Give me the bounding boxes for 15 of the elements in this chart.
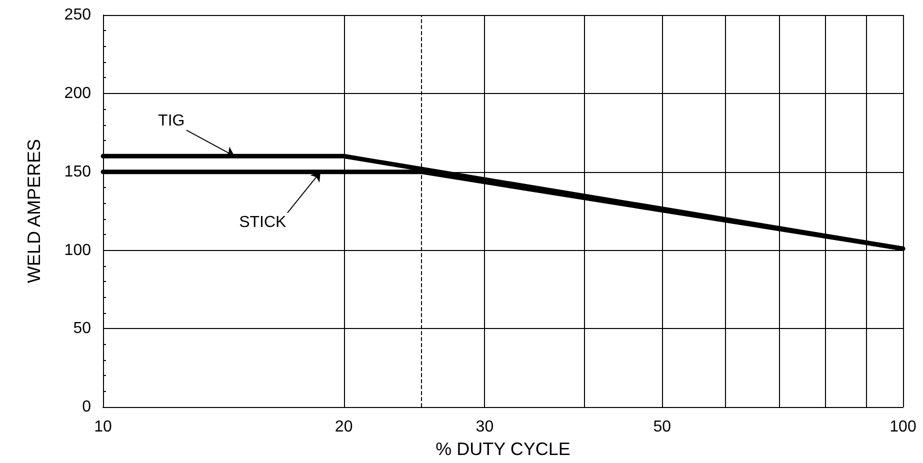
annotation: TIG: [158, 112, 185, 130]
x-axis-title: % DUTY CYCLE: [436, 439, 570, 459]
annotation: STICK: [239, 214, 287, 231]
x-tick-label: 100: [890, 418, 916, 436]
x-tick-label: 50: [653, 418, 672, 436]
x-tick-label: 20: [334, 418, 353, 436]
y-tick-label: 100: [64, 242, 92, 259]
x-tick-label: 10: [94, 418, 112, 436]
y-axis-title: WELD AMPERES: [24, 139, 44, 284]
y-tick-label: 200: [64, 84, 92, 102]
y-tick-label: 150: [64, 163, 92, 180]
y-tick-label: 50: [73, 320, 92, 338]
x-tick-label: 30: [476, 418, 494, 436]
y-tick-label: 250: [64, 6, 92, 24]
y-tick-label: 0: [82, 398, 92, 416]
